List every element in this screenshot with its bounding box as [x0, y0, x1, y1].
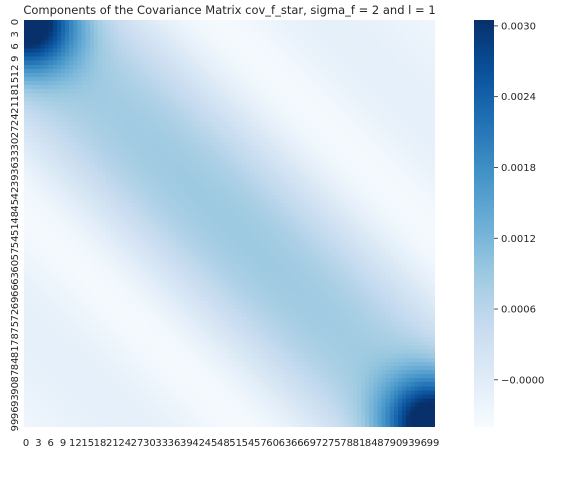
y-tick-label: 57 — [10, 248, 21, 261]
x-tick-label: 39 — [180, 438, 193, 449]
y-tick-label: 75 — [10, 321, 21, 334]
x-tick-label: 72 — [316, 438, 329, 449]
y-tick-label: 12 — [10, 65, 21, 78]
x-tick-label: 51 — [229, 438, 242, 449]
x-tick-label: 84 — [365, 438, 378, 449]
colorbar-tick-label: 0.0006 — [501, 305, 536, 316]
y-tick-label: 18 — [10, 89, 21, 102]
x-tick-label: 36 — [168, 438, 181, 449]
y-tick-label: 3 — [10, 31, 21, 37]
x-tick-label: 0 — [23, 438, 29, 449]
x-tick-label: 48 — [217, 438, 230, 449]
y-tick-label: 6 — [10, 43, 21, 49]
x-tick-label: 15 — [81, 438, 94, 449]
x-tick-label: 87 — [377, 438, 390, 449]
y-tick-label: 69 — [10, 297, 21, 310]
colorbar-tick-label: 0.0024 — [501, 92, 536, 103]
y-tick-label: 54 — [10, 235, 21, 248]
y-tick-label: 33 — [10, 150, 21, 163]
y-tick-label: 93 — [10, 394, 21, 407]
x-tick-label: 78 — [340, 438, 353, 449]
heatmap-cells — [24, 20, 435, 427]
x-tick-label: 66 — [291, 438, 304, 449]
colorbar-tick-label: 0.0012 — [501, 234, 536, 245]
colorbar-tick-label: 0.0018 — [501, 163, 536, 174]
y-tick-label: 42 — [10, 187, 21, 200]
y-tick-label: 90 — [10, 382, 21, 395]
x-tick-label: 99 — [427, 438, 440, 449]
x-tick-label: 75 — [328, 438, 341, 449]
y-tick-label: 63 — [10, 272, 21, 285]
colorbar-tick-label: 0.0030 — [501, 21, 536, 32]
x-tick-label: 27 — [131, 438, 144, 449]
x-tick-label: 45 — [205, 438, 218, 449]
x-axis-ticks: 0 3 6 9 12 15 18 21 24 27 30 33 36 39 42 45 48 51 54 57 60 63… — [23, 438, 439, 449]
y-tick-label: 45 — [10, 199, 21, 212]
colorbar-tick-label: −0.0000 — [501, 375, 544, 386]
y-tick-label: 9 — [10, 55, 21, 61]
x-tick-label: 69 — [303, 438, 316, 449]
x-tick-label: 54 — [242, 438, 255, 449]
x-tick-label: 81 — [353, 438, 366, 449]
y-tick-label: 72 — [10, 309, 21, 322]
x-tick-label: 33 — [155, 438, 168, 449]
colorbar-ticks: −0.0000 0.0006 0.0012 0.0018 0.0024 0.0030 — [494, 21, 544, 386]
y-tick-label: 36 — [10, 162, 21, 175]
y-tick-label: 60 — [10, 260, 21, 273]
y-tick-label: 84 — [10, 358, 21, 371]
y-tick-label: 78 — [10, 333, 21, 346]
x-tick-label: 90 — [390, 438, 403, 449]
y-tick-label: 99 — [10, 419, 21, 432]
y-tick-label: 0 — [10, 19, 21, 25]
y-tick-label: 27 — [10, 126, 21, 139]
x-tick-label: 21 — [106, 438, 119, 449]
x-tick-label: 12 — [69, 438, 82, 449]
y-axis-ticks: 0369121518212427303336394245485154576063… — [10, 19, 21, 431]
y-tick-label: 48 — [10, 211, 21, 224]
y-tick-label: 30 — [10, 138, 21, 151]
x-tick-label: 93 — [402, 438, 415, 449]
y-tick-label: 96 — [10, 406, 21, 419]
x-tick-label: 3 — [35, 438, 41, 449]
y-tick-label: 39 — [10, 174, 21, 187]
x-tick-label: 60 — [266, 438, 279, 449]
y-tick-label: 51 — [10, 223, 21, 236]
x-tick-label: 6 — [48, 438, 54, 449]
x-tick-label: 24 — [118, 438, 131, 449]
x-tick-label: 57 — [254, 438, 267, 449]
x-tick-label: 96 — [414, 438, 427, 449]
y-tick-label: 87 — [10, 370, 21, 383]
y-tick-label: 24 — [10, 113, 21, 126]
y-tick-label: 21 — [10, 101, 21, 114]
y-tick-label: 81 — [10, 345, 21, 358]
x-tick-label: 42 — [192, 438, 205, 449]
chart-title: Components of the Covariance Matrix cov_… — [23, 3, 435, 17]
y-tick-label: 15 — [10, 77, 21, 90]
y-tick-label: 66 — [10, 284, 21, 297]
x-tick-label: 30 — [143, 438, 156, 449]
x-tick-label: 18 — [94, 438, 107, 449]
x-tick-label: 9 — [60, 438, 66, 449]
x-tick-label: 63 — [279, 438, 292, 449]
colorbar — [474, 20, 494, 427]
